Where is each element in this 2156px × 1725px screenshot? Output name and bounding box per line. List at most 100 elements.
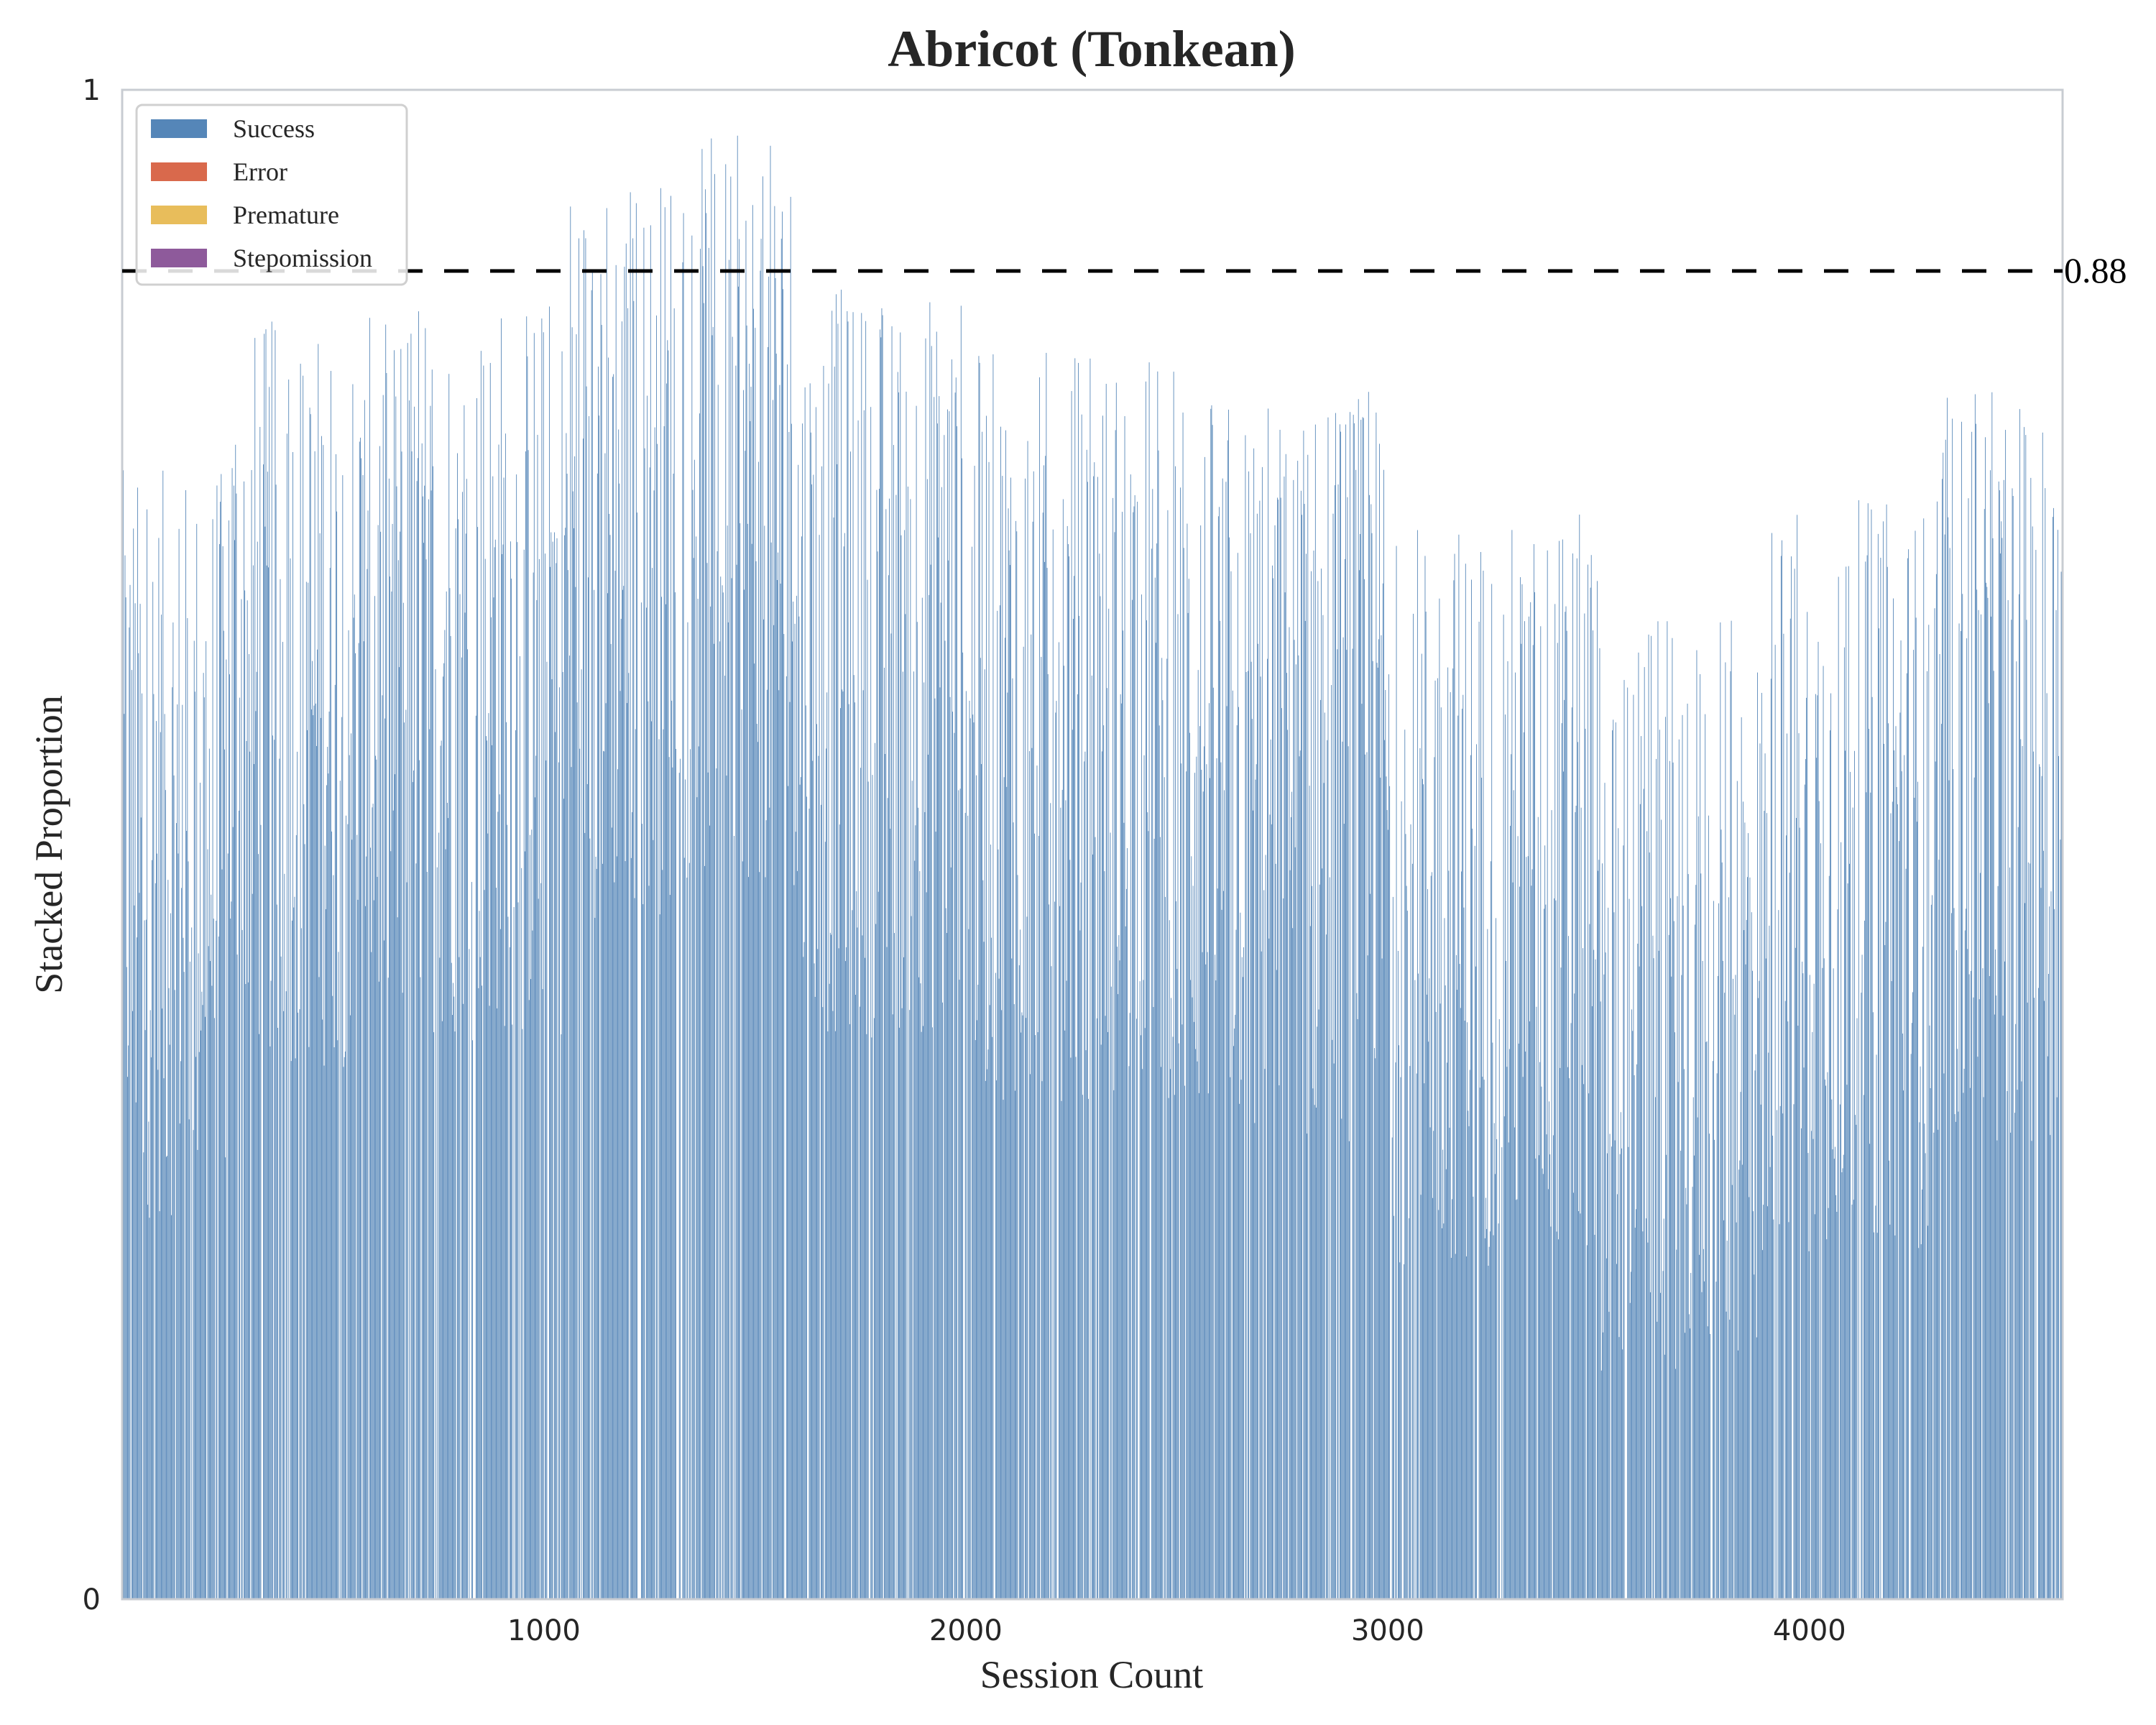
bar (1562, 539, 1563, 1600)
bar (374, 596, 375, 1599)
bar (2020, 739, 2022, 1599)
bar (1581, 1064, 1583, 1599)
bar (1085, 1050, 1087, 1599)
bar (1637, 943, 1639, 1599)
bar (972, 714, 974, 1599)
bar (367, 510, 369, 1599)
bar (1591, 1006, 1593, 1599)
bar (145, 919, 147, 1599)
bar (1687, 874, 1689, 1599)
bar (673, 473, 674, 1600)
bar (446, 802, 448, 1599)
bar (1956, 949, 1957, 1599)
bar (1393, 1215, 1394, 1599)
bar (995, 972, 996, 1599)
bar (1718, 903, 1719, 1599)
bar (1811, 1131, 1812, 1599)
bar (305, 581, 307, 1600)
bar (507, 916, 509, 1599)
bar (696, 797, 698, 1599)
bar (1964, 930, 1966, 1599)
bar (1103, 725, 1105, 1599)
bar (991, 937, 992, 1599)
bar (1457, 715, 1459, 1600)
bar (1585, 728, 1586, 1600)
bar (1570, 1023, 1572, 1599)
bar (635, 203, 637, 1600)
bar (1660, 1292, 1661, 1599)
bar (1713, 901, 1714, 1599)
bar (1900, 640, 1902, 1599)
bar (643, 227, 645, 1599)
bar (697, 599, 699, 1599)
bar (1304, 620, 1306, 1599)
bar (1055, 712, 1056, 1599)
bar (1268, 938, 1270, 1599)
bar (783, 634, 785, 1599)
bar (188, 861, 189, 1599)
bar (1201, 770, 1202, 1599)
bar (581, 669, 582, 1600)
bar (499, 929, 501, 1599)
bar (1419, 748, 1421, 1599)
bar (1026, 916, 1028, 1599)
bar (461, 657, 462, 1599)
bar (1584, 613, 1585, 1599)
bar (1520, 577, 1521, 1599)
bar (511, 579, 512, 1599)
bar (382, 395, 384, 1599)
bar (421, 443, 423, 1599)
bar (328, 712, 330, 1599)
bar (1984, 509, 1985, 1599)
y-tick-label: 1 (83, 74, 101, 107)
bar (1933, 1132, 1935, 1599)
bar (1697, 816, 1699, 1599)
bar (1622, 1349, 1623, 1599)
bar (1865, 561, 1866, 1599)
bar (327, 747, 328, 1599)
bar (885, 509, 887, 1599)
bar (2049, 906, 2050, 1599)
bar (1734, 1014, 1736, 1599)
bar (254, 338, 256, 1599)
bar (319, 533, 321, 1599)
bar (1340, 431, 1342, 1600)
bar (502, 544, 504, 1600)
bar (1050, 803, 1051, 1599)
bar (1726, 1311, 1727, 1599)
bar (1915, 617, 1917, 1599)
bar (758, 461, 760, 1599)
bar (1851, 1204, 1853, 1599)
bar (1560, 967, 1562, 1599)
bar (191, 927, 193, 1599)
bar (1580, 1213, 1581, 1599)
bar (1420, 1195, 1422, 1599)
bar (1153, 1007, 1154, 1599)
bar (1870, 792, 1871, 1599)
bar (926, 479, 928, 1599)
bar (559, 687, 560, 1599)
bar (487, 833, 489, 1599)
bar (1657, 621, 1659, 1599)
bar (2004, 961, 2005, 1599)
chart-title: Abricot (Tonkean) (888, 20, 1295, 78)
bar (290, 558, 291, 1599)
bar (452, 1015, 453, 1599)
bar (264, 526, 266, 1599)
bar (598, 367, 599, 1599)
bar (1945, 439, 1946, 1599)
bar (1723, 1220, 1724, 1599)
bar (633, 300, 635, 1599)
bar (1823, 958, 1825, 1599)
bar (1020, 929, 1021, 1599)
bar (477, 527, 479, 1599)
bar (656, 315, 657, 1599)
bar (749, 363, 750, 1599)
bar (538, 558, 540, 1599)
bar (436, 867, 438, 1599)
bar (521, 868, 522, 1599)
bar (743, 390, 744, 1599)
bar (1472, 828, 1473, 1599)
bar (1181, 1024, 1183, 1599)
bar (1731, 1184, 1733, 1599)
